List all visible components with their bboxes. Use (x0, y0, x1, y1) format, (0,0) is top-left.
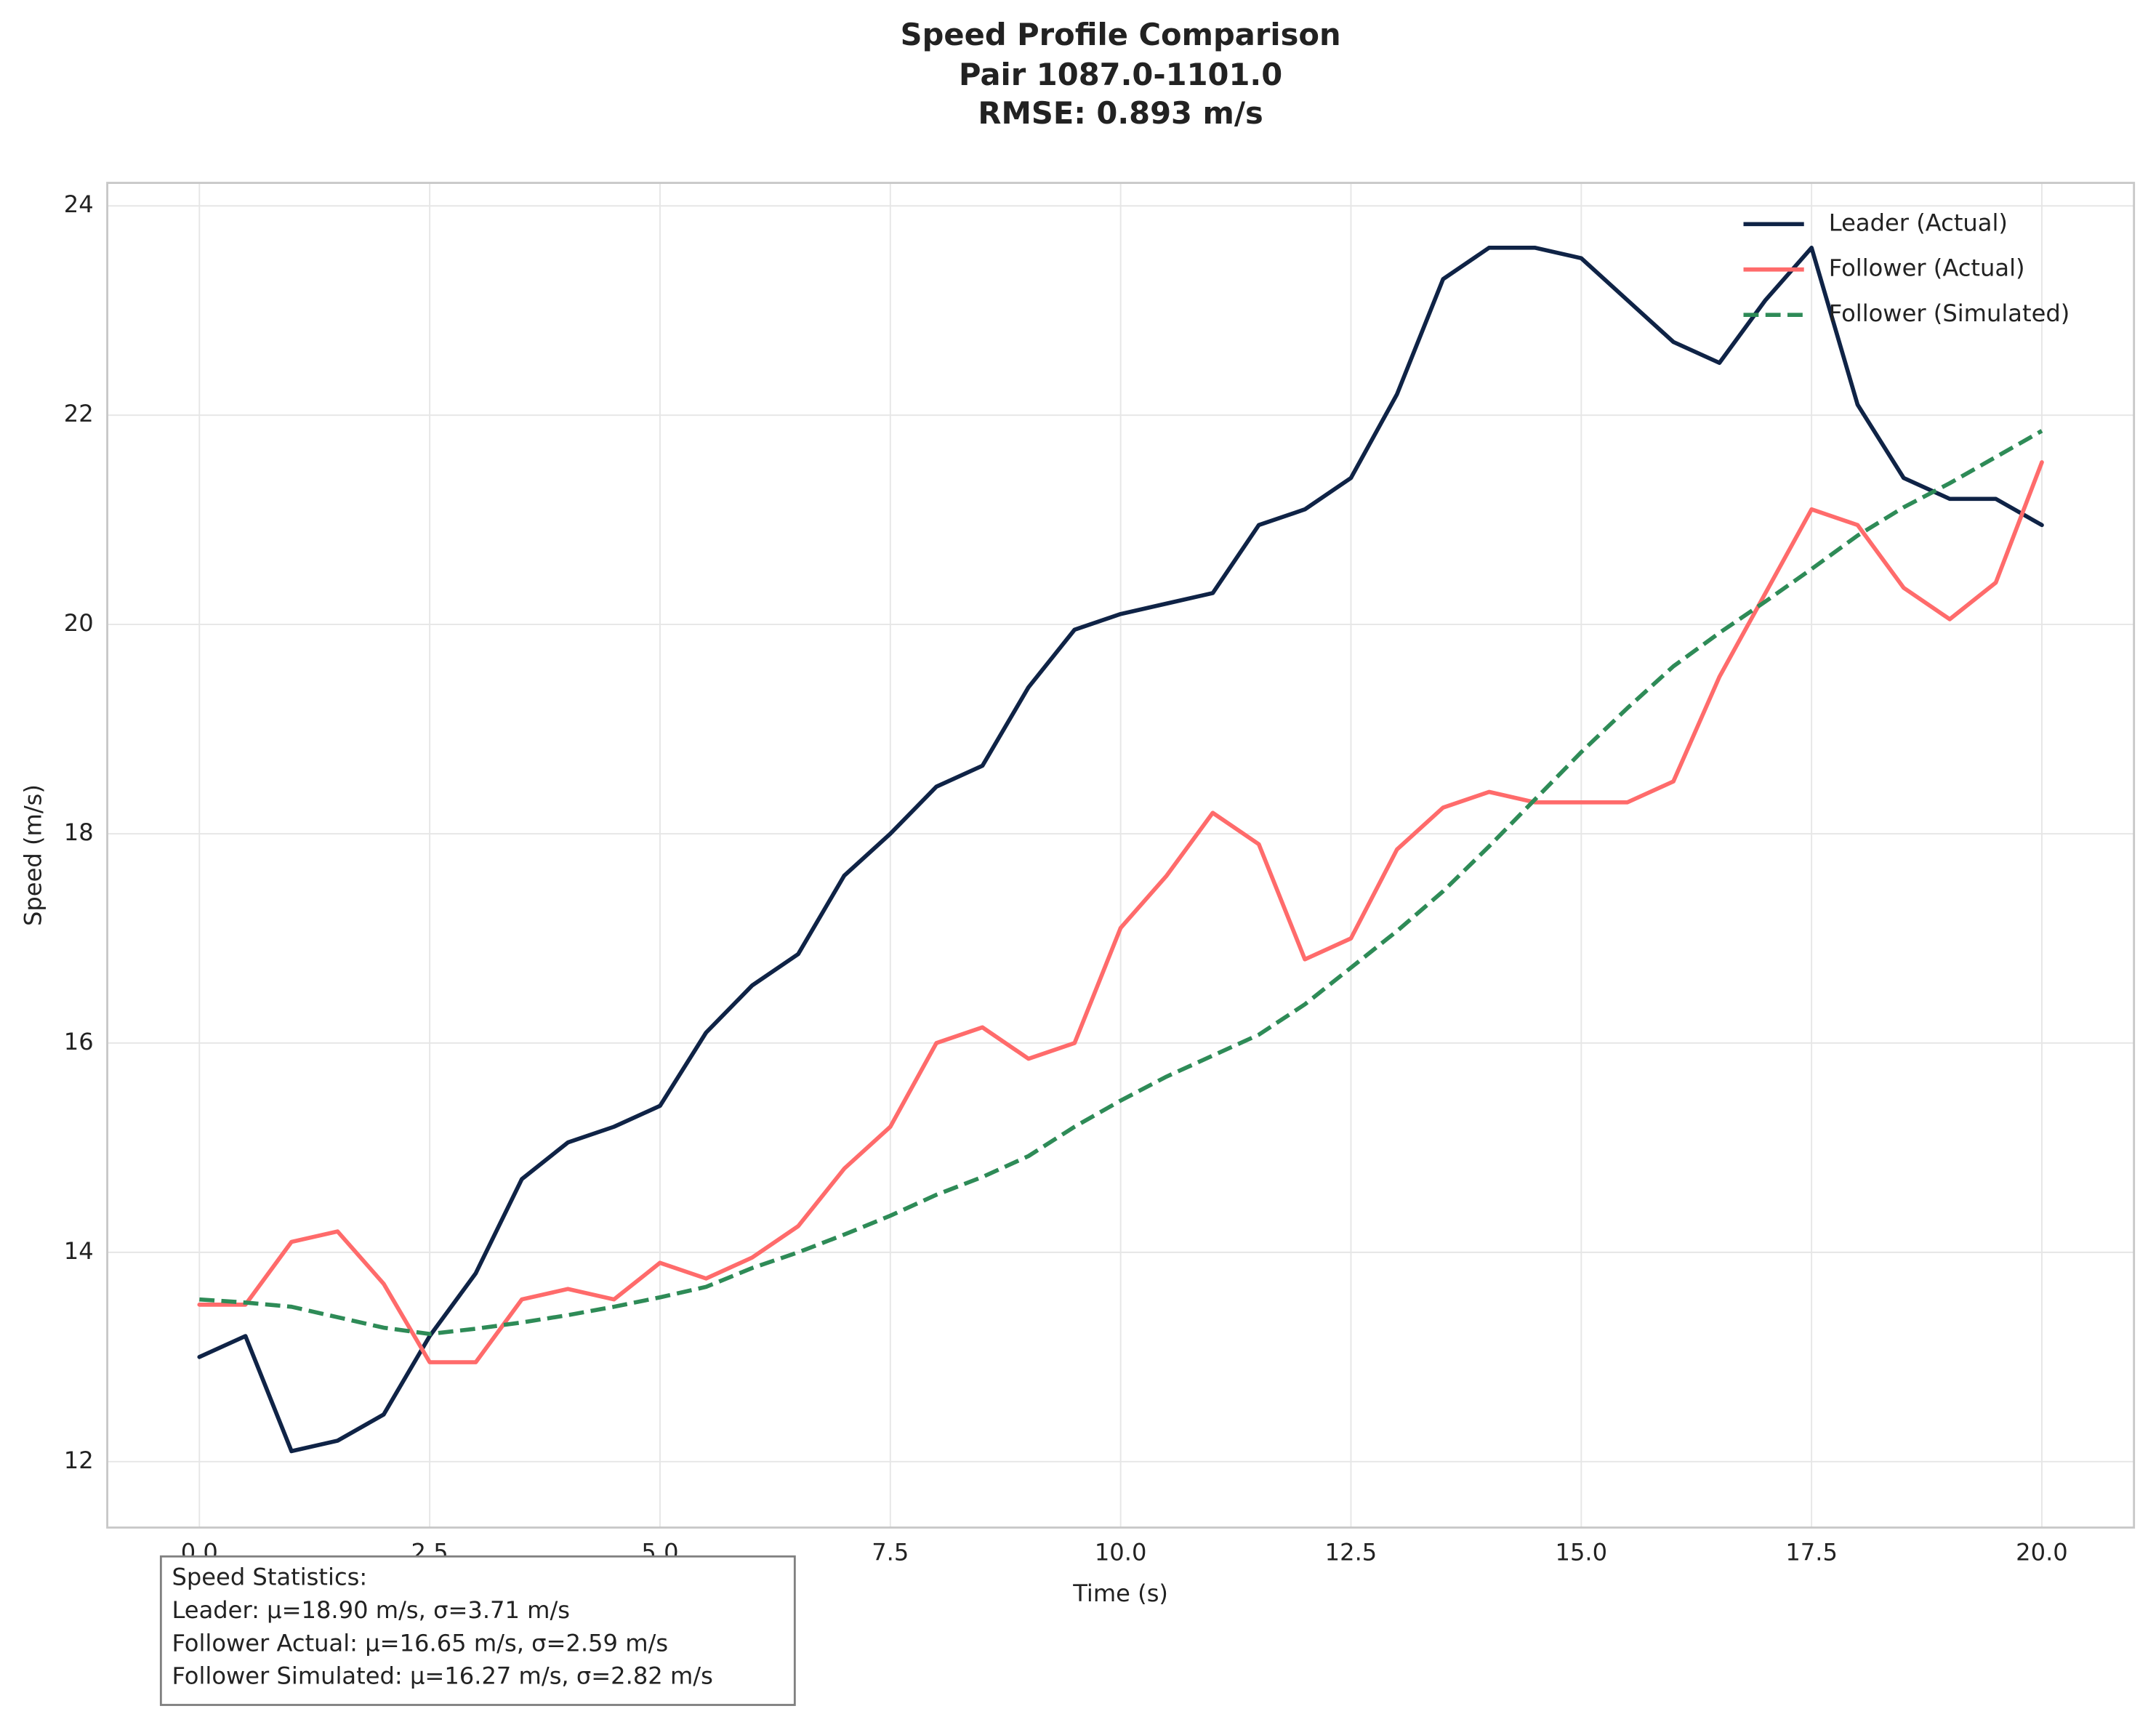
chart-subtitle: RMSE: 0.893 m/s (978, 95, 1263, 131)
chart-subtitle: Pair 1087.0-1101.0 (959, 57, 1282, 92)
annotation-text: Speed Statistics: (172, 1563, 367, 1590)
legend-label: Follower (Simulated) (1829, 299, 2070, 327)
legend-label: Leader (Actual) (1829, 209, 2008, 236)
y-axis-label: Speed (m/s) (19, 784, 47, 926)
annotation-text: Follower Actual: μ=16.65 m/s, σ=2.59 m/s (172, 1629, 668, 1657)
x-tick-label: 10.0 (1095, 1538, 1147, 1566)
y-tick-label: 22 (64, 400, 94, 427)
chart-title: Speed Profile Comparison (901, 17, 1341, 52)
y-tick-label: 12 (64, 1447, 94, 1474)
x-tick-label: 7.5 (872, 1538, 909, 1566)
series-line (197, 460, 2044, 1364)
x-tick-label: 15.0 (1556, 1538, 1608, 1566)
y-tick-label: 16 (64, 1028, 94, 1055)
series-line (199, 429, 2043, 1337)
x-tick-label: 12.5 (1325, 1538, 1377, 1566)
plot-frame (106, 182, 2136, 1529)
y-tick-label: 24 (64, 190, 94, 218)
y-tick-label: 18 (64, 818, 94, 846)
annotation-text: Follower Simulated: μ=16.27 m/s, σ=2.82 … (172, 1662, 712, 1690)
annotation-text: Leader: μ=18.90 m/s, σ=3.71 m/s (172, 1596, 570, 1624)
x-axis-label: Time (s) (1072, 1580, 1168, 1607)
x-tick-label: 20.0 (2016, 1538, 2068, 1566)
legend-label: Follower (Actual) (1829, 254, 2025, 282)
annotation-box (159, 1555, 796, 1706)
y-tick-label: 14 (64, 1237, 94, 1265)
y-tick-label: 20 (64, 609, 94, 637)
x-tick-label: 17.5 (1785, 1538, 1838, 1566)
series-line (197, 245, 2044, 1454)
